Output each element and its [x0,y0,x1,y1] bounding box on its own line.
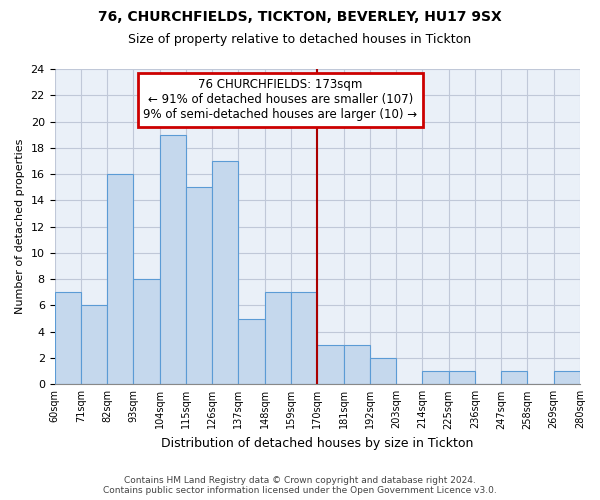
Bar [317,345,344,385]
Y-axis label: Number of detached properties: Number of detached properties [15,139,25,314]
Bar [501,371,527,384]
Bar [422,371,449,384]
Bar [370,358,396,384]
Bar [291,292,317,384]
Text: 76, CHURCHFIELDS, TICKTON, BEVERLEY, HU17 9SX: 76, CHURCHFIELDS, TICKTON, BEVERLEY, HU1… [98,10,502,24]
Bar [554,371,580,384]
Bar [55,292,81,384]
Bar [265,292,291,384]
Text: 76 CHURCHFIELDS: 173sqm
← 91% of detached houses are smaller (107)
9% of semi-de: 76 CHURCHFIELDS: 173sqm ← 91% of detache… [143,78,418,122]
Text: Size of property relative to detached houses in Tickton: Size of property relative to detached ho… [128,32,472,46]
Bar [186,187,212,384]
Bar [238,318,265,384]
Bar [449,371,475,384]
Bar [212,161,238,384]
Bar [344,345,370,385]
Bar [133,279,160,384]
Text: Contains HM Land Registry data © Crown copyright and database right 2024.
Contai: Contains HM Land Registry data © Crown c… [103,476,497,495]
Bar [81,306,107,384]
X-axis label: Distribution of detached houses by size in Tickton: Distribution of detached houses by size … [161,437,473,450]
Bar [160,134,186,384]
Bar [107,174,133,384]
